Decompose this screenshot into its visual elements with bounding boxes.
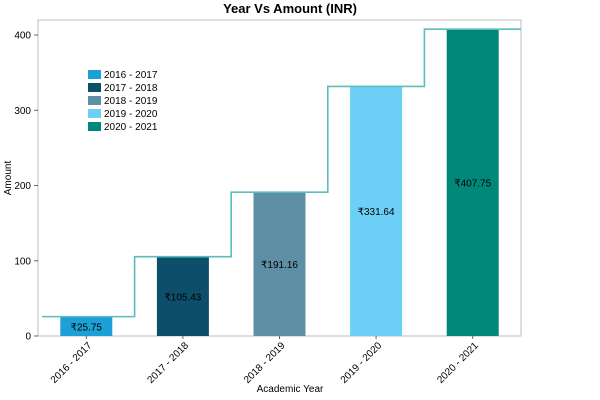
x-tick-label: 2016 - 2017 <box>49 340 95 386</box>
y-tick-label: 300 <box>14 106 31 117</box>
bar <box>446 29 499 336</box>
bar <box>350 86 403 336</box>
legend-label: 2020 - 2021 <box>104 122 158 133</box>
x-tick-label: 2017 - 2018 <box>145 340 191 386</box>
legend-swatch <box>88 122 101 131</box>
legend-label: 2019 - 2020 <box>104 109 158 120</box>
data-label: ₹105.43 <box>164 292 201 303</box>
step-line-group <box>42 28 521 318</box>
bar <box>156 256 209 336</box>
x-axis-title: Academic Year <box>257 384 324 395</box>
y-axis: 0 100 200 300 400 <box>14 31 38 343</box>
legend-label: 2017 - 2018 <box>104 83 158 94</box>
bar <box>60 316 113 336</box>
chart-title: Year Vs Amount (INR) <box>223 1 357 16</box>
data-label: ₹331.64 <box>358 207 395 218</box>
x-tick-label: 2020 - 2021 <box>435 340 481 386</box>
legend-label: 2018 - 2019 <box>104 96 158 107</box>
legend-swatch <box>88 83 101 92</box>
legend-swatch <box>88 109 101 118</box>
y-tick-label: 400 <box>14 31 31 42</box>
data-label: ₹25.75 <box>71 322 103 333</box>
bars-group <box>60 29 499 336</box>
y-tick-label: 100 <box>14 256 31 267</box>
legend-swatch <box>88 96 101 105</box>
y-tick-label: 0 <box>25 332 31 343</box>
data-label: ₹191.16 <box>261 260 298 271</box>
step-line <box>42 28 521 318</box>
y-axis-title: Amount <box>3 161 14 196</box>
x-tick-label: 2018 - 2019 <box>242 340 288 386</box>
y-tick-label: 200 <box>14 181 31 192</box>
bar <box>253 192 306 336</box>
data-label: ₹407.75 <box>454 179 491 190</box>
data-labels-group: ₹25.75 ₹105.43 ₹191.16 ₹331.64 ₹407.75 <box>71 179 492 334</box>
legend-label: 2016 - 2017 <box>104 70 158 81</box>
legend: 2016 - 2017 2017 - 2018 2018 - 2019 2019 - … <box>88 70 158 133</box>
x-tick-label: 2019 - 2020 <box>339 340 385 386</box>
legend-swatch <box>88 70 101 79</box>
x-axis: 2016 - 2017 2017 - 2018 2018 - 2019 2019 - … <box>49 336 481 386</box>
